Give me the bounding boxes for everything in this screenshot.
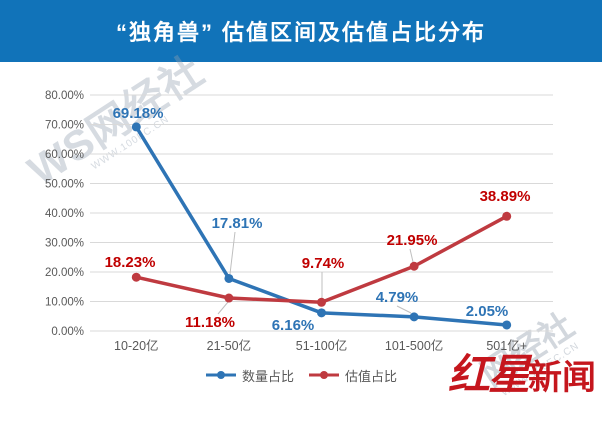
y-tick-label: 50.00% [45,179,84,191]
legend-label-quantity: 数量占比 [241,368,294,384]
title-banner: “独角兽” 估值区间及估值占比分布 [0,0,602,62]
data-label-数量占比: 6.16% [272,317,315,334]
data-point-marker [502,320,512,330]
chart-legend: 数量占比 估值占比 [0,362,602,388]
y-tick-label: 60.00% [45,149,84,161]
data-point-marker [317,308,326,318]
chart-area: WS网经社 WWW.100EC.CN 网经社 WWW.100EC.CN 0.00… [0,47,602,404]
data-point-marker [224,273,234,283]
red-star-news-logo: 红星新闻 [448,341,596,402]
y-tick-label: 40.00% [45,208,84,220]
logo-text-xinwen: 新闻 [528,360,596,397]
data-point-marker [409,312,419,322]
y-tick-label: 0.00% [51,326,84,338]
data-point-marker [131,272,141,282]
y-tick-label: 30.00% [45,238,84,250]
label-leader-line [229,231,236,275]
data-label-估值占比: 21.95% [387,232,438,249]
data-label-数量占比: 2.05% [466,303,509,320]
label-leader-line [409,248,414,263]
legend-marker-quantity-icon [205,371,236,379]
data-label-数量占比: 4.79% [376,289,419,306]
data-point-marker [409,261,419,271]
y-tick-label: 10.00% [45,297,84,309]
label-leader-line [217,301,229,315]
data-label-估值占比: 38.89% [480,188,531,205]
y-tick-label: 70.00% [45,120,84,132]
data-label-估值占比: 11.18% [185,314,235,331]
data-point-marker [224,293,234,303]
chart-title: “独角兽” 估值区间及估值占比分布 [115,20,487,45]
legend-item-valuation: 估值占比 [308,366,397,385]
y-tick-label: 80.00% [45,90,84,102]
x-axis-label: 21-50亿 [207,338,251,353]
data-point-marker [317,297,326,307]
data-label-估值占比: 9.74% [302,255,345,272]
legend-label-valuation: 估值占比 [345,368,398,384]
x-axis-label: 10-20亿 [114,338,158,353]
y-tick-label: 20.00% [45,267,84,279]
data-point-marker [131,122,141,132]
x-axis-label: 501亿+ [486,338,527,353]
label-leader-line [396,305,412,314]
legend-marker-valuation-icon [309,371,339,379]
line-chart-plot: 0.00% 10.00% 20.00% 30.00% 40.00% 50.00% 60.00… [45,90,553,353]
data-point-marker [502,211,512,221]
x-axis-label: 51-100亿 [296,338,347,353]
data-label-数量占比: 17.81% [212,215,263,232]
x-axis-label: 101-500亿 [385,338,443,353]
data-label-估值占比: 18.23% [105,254,156,271]
logo-text-hongxing: 红星 [447,353,530,399]
legend-item-quantity: 数量占比 [205,366,294,385]
data-label-数量占比: 69.18% [113,105,164,122]
